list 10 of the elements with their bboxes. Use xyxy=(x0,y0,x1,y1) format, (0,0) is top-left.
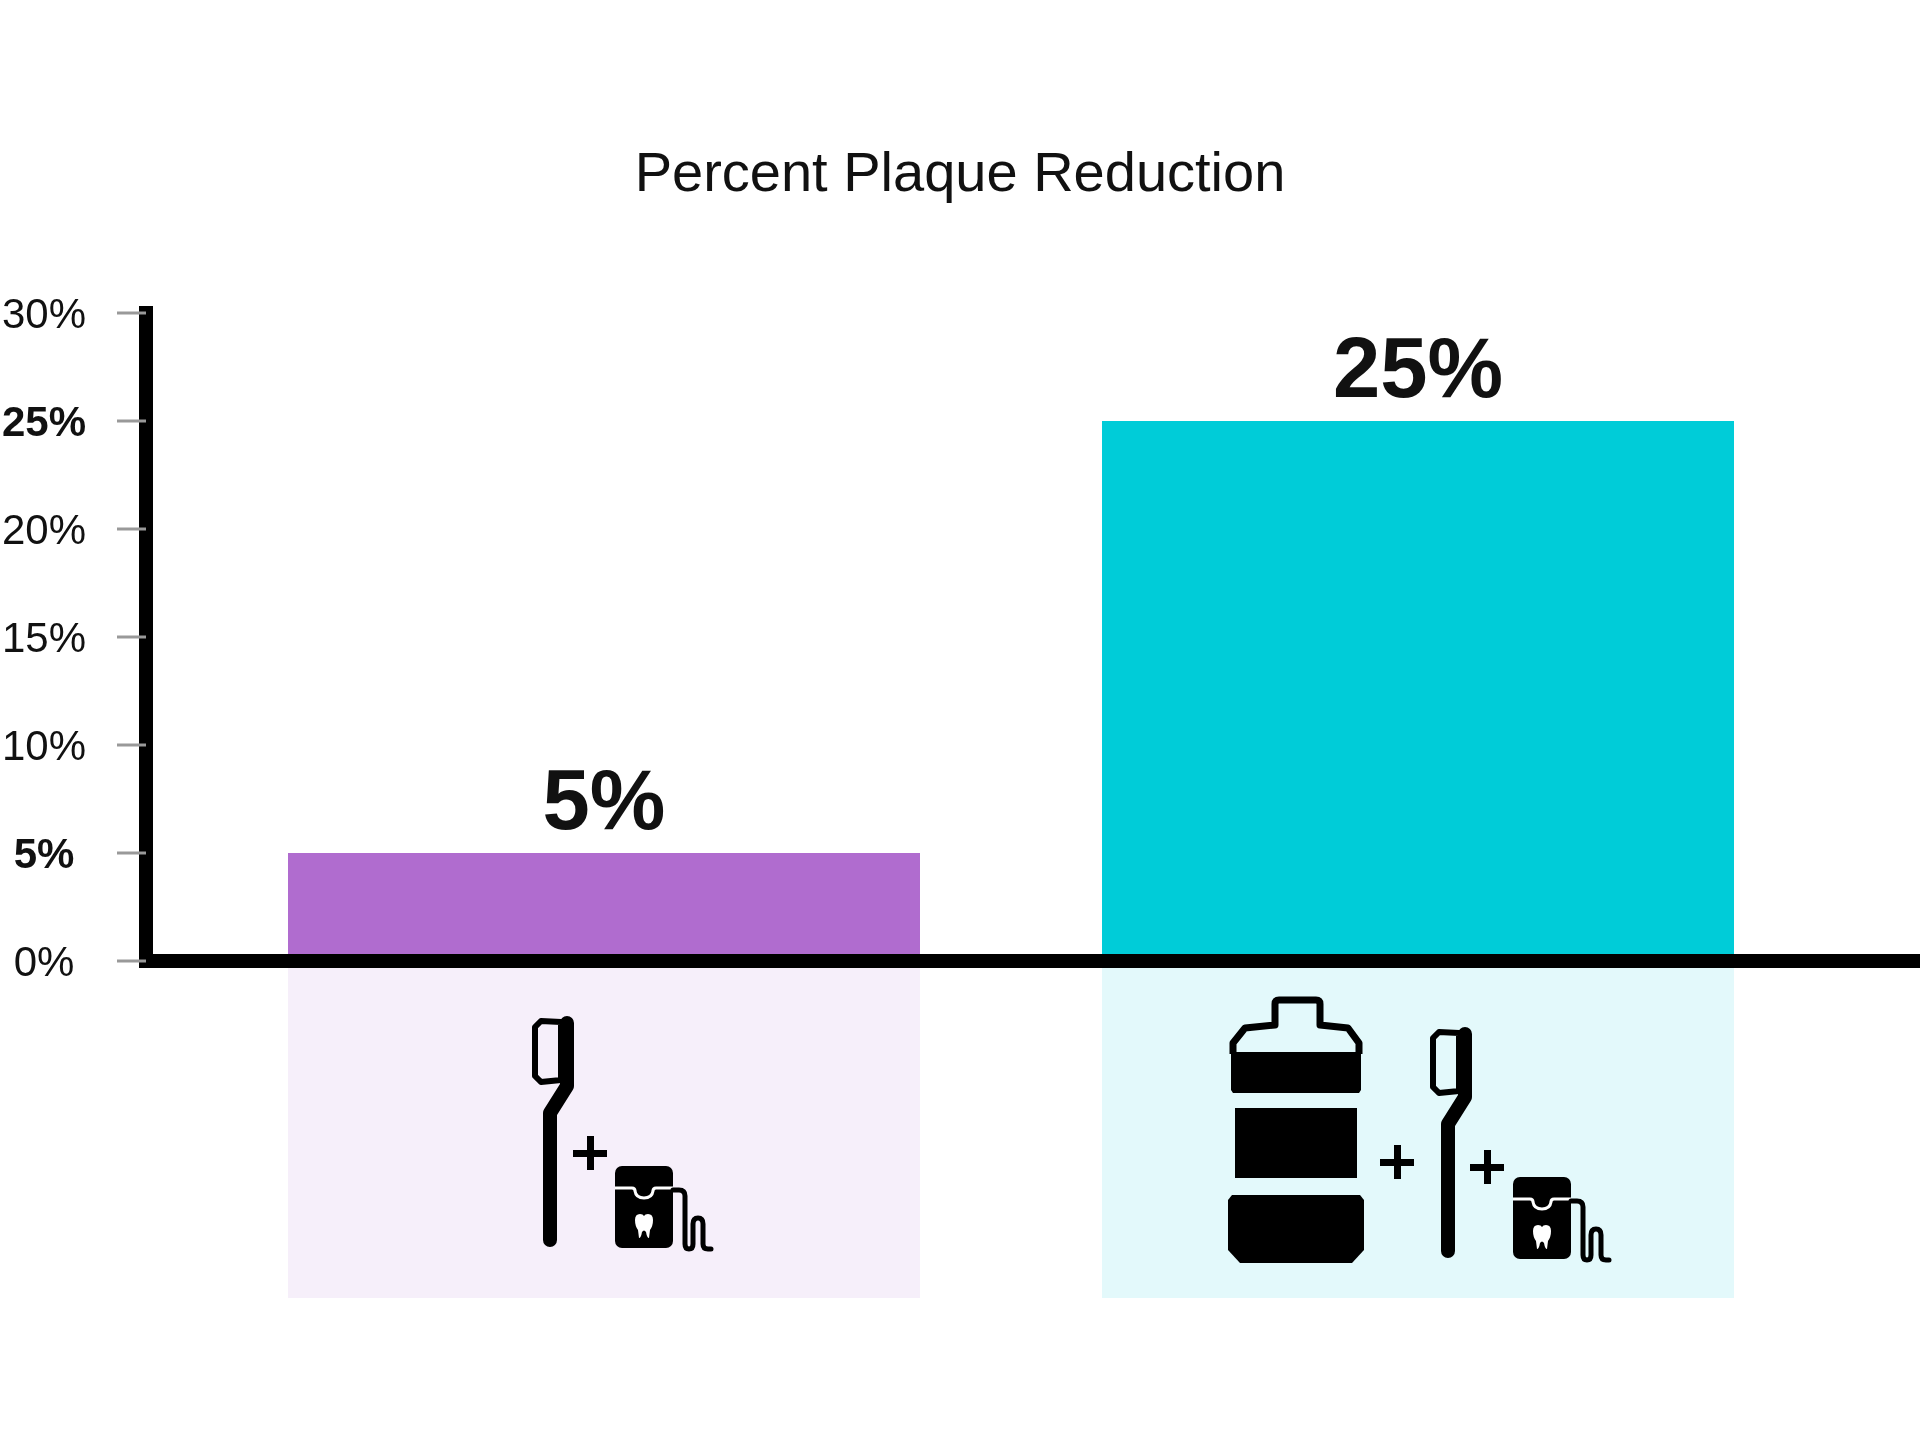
y-tick-label: 15% xyxy=(1,613,87,661)
y-tick-label: 30% xyxy=(1,289,87,337)
y-tick-label: 25% xyxy=(1,397,87,445)
y-tick-label: 5% xyxy=(13,829,75,877)
chart-title: Percent Plaque Reduction xyxy=(633,140,1287,203)
y-tick-label: 10% xyxy=(1,721,87,769)
data-label: 25% xyxy=(1332,320,1504,415)
data-label: 5% xyxy=(542,752,666,847)
y-tick-label: 20% xyxy=(1,505,87,553)
y-tick-label: 0% xyxy=(13,937,75,985)
